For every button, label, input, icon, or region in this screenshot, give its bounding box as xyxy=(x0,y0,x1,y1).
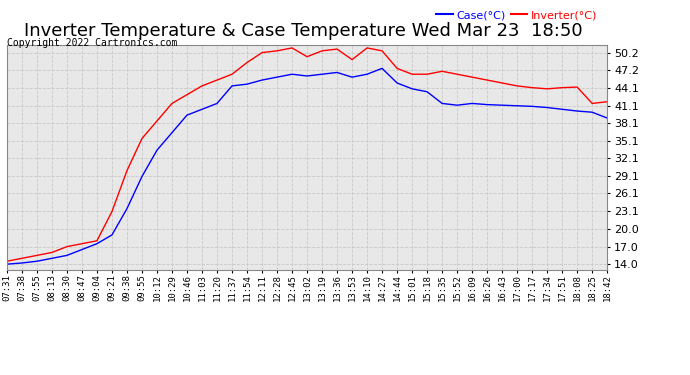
Text: Copyright 2022 Cartronics.com: Copyright 2022 Cartronics.com xyxy=(7,38,177,48)
Legend: Case(°C), Inverter(°C): Case(°C), Inverter(°C) xyxy=(431,6,602,24)
Text: Inverter Temperature & Case Temperature Wed Mar 23  18:50: Inverter Temperature & Case Temperature … xyxy=(24,22,583,40)
